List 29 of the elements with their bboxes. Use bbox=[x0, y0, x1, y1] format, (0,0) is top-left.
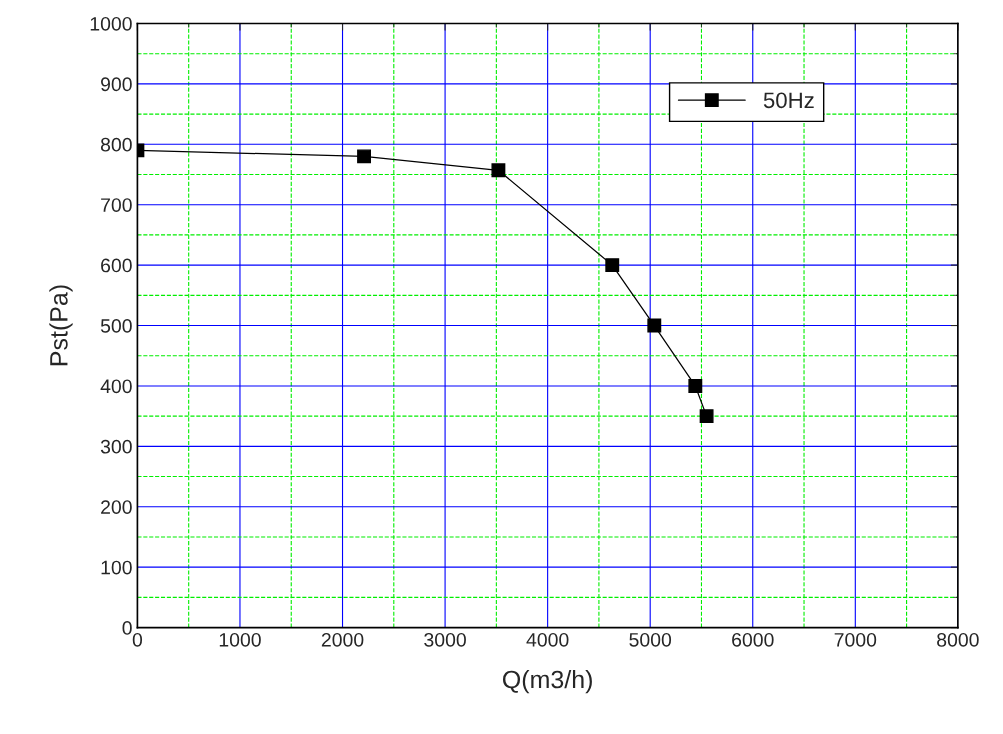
y-tick-label: 0 bbox=[122, 621, 132, 635]
y-tick-label: 700 bbox=[101, 198, 132, 212]
x-tick-label: 1000 bbox=[219, 632, 261, 647]
legend-label: 50Hz bbox=[763, 92, 814, 109]
x-tick-label: 2000 bbox=[321, 632, 364, 647]
y-tick-label: 300 bbox=[100, 439, 132, 454]
point bbox=[688, 378, 703, 393]
point bbox=[699, 409, 714, 424]
y-tick-label: 200 bbox=[101, 500, 132, 514]
y-tick-label: 800 bbox=[100, 137, 132, 152]
y-tick-label: 1000 bbox=[90, 16, 132, 31]
x-tick-label: 7000 bbox=[834, 632, 877, 647]
y-tick-label: 500 bbox=[100, 319, 132, 333]
y-tick-label: 400 bbox=[100, 379, 132, 394]
y-tick-label: 900 bbox=[101, 77, 132, 92]
x-axis-title: Q(m3/h) bbox=[502, 670, 592, 694]
point bbox=[491, 163, 506, 178]
point bbox=[647, 318, 662, 333]
x-tick-label: 8000 bbox=[937, 632, 979, 647]
point bbox=[605, 258, 620, 273]
x-tick-label: 4000 bbox=[526, 632, 569, 647]
x-tick-label: 3000 bbox=[424, 632, 466, 647]
x-tick-label: 5000 bbox=[629, 632, 672, 647]
point bbox=[357, 149, 372, 164]
y-axis-title: Pst(Pa) bbox=[49, 285, 73, 366]
y-tick-label: 100 bbox=[101, 560, 132, 575]
y-tick-label: 600 bbox=[101, 258, 132, 273]
x-tick-label: 6000 bbox=[732, 632, 774, 647]
x-tick-label: 0 bbox=[132, 632, 143, 647]
